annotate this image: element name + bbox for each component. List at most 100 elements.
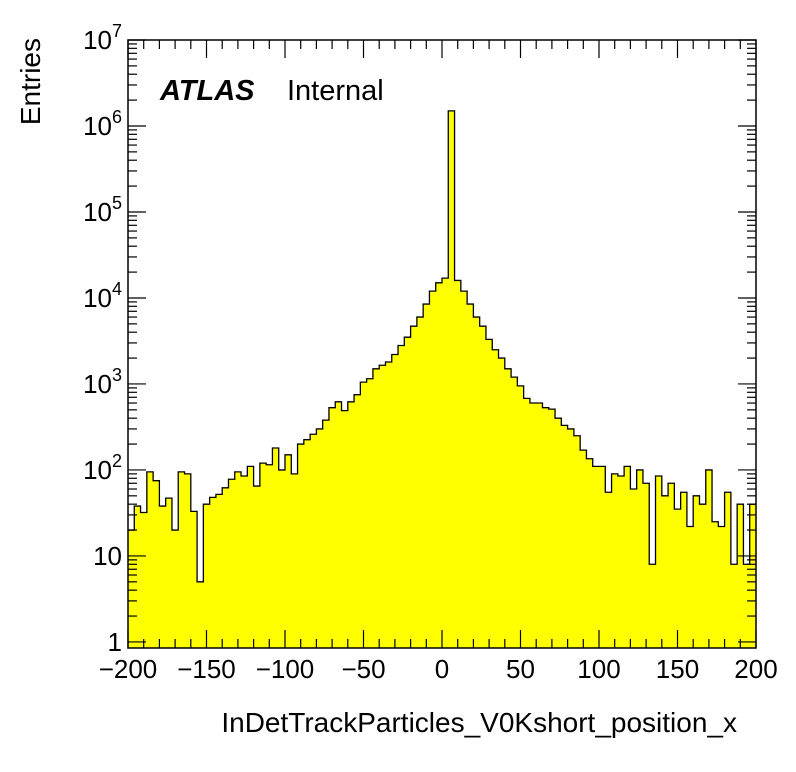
y-tick-label: 106: [83, 107, 122, 141]
histogram-bin: [573, 435, 581, 648]
histogram-bin: [737, 504, 744, 648]
histogram-bin: [485, 339, 493, 648]
histogram-bin: [630, 489, 638, 648]
x-axis-title: InDetTrackParticles_V0Kshort_position_x: [221, 707, 737, 738]
histogram-bin: [178, 471, 185, 648]
y-tick-label: 10: [93, 541, 122, 571]
histogram-bin: [153, 480, 160, 648]
histogram-bin: [517, 385, 525, 648]
histogram-bin: [423, 304, 430, 648]
histogram-bin: [617, 476, 625, 648]
histogram-bin: [749, 504, 757, 648]
histogram-bin: [712, 521, 719, 648]
histogram-bin: [448, 110, 455, 648]
histogram-bin: [278, 469, 286, 648]
y-tick-label: 103: [83, 365, 122, 399]
histogram-bin: [159, 506, 167, 648]
histogram-bin: [285, 454, 292, 648]
histogram-bin: [536, 403, 543, 648]
histogram-bin: [429, 291, 437, 648]
histogram-bin: [247, 466, 254, 648]
atlas-label: ATLAS: [159, 75, 255, 107]
histogram-bin: [442, 278, 449, 648]
axis-ticks: [127, 39, 757, 648]
histogram-bin: [379, 365, 386, 648]
y-tick-label: 1: [108, 627, 122, 657]
histogram-bin: [316, 428, 324, 648]
histogram-bin: [347, 401, 355, 648]
histogram-bin: [686, 526, 694, 648]
histogram-bin: [730, 564, 738, 648]
histogram-bin: [693, 495, 700, 648]
histogram-bars: [128, 110, 757, 648]
histogram-bin: [561, 425, 568, 648]
histogram-bin: [253, 486, 261, 648]
histogram-bin: [297, 444, 305, 648]
histogram-bin: [146, 471, 154, 648]
histogram-bin: [165, 498, 173, 648]
y-tick-label: 105: [83, 193, 122, 227]
histogram-bin: [360, 382, 368, 648]
histogram-bin: [435, 282, 443, 648]
histogram-bin: [599, 466, 606, 648]
x-tick-label: −150: [177, 654, 236, 684]
histogram-bin: [272, 447, 280, 648]
histogram-bin: [642, 483, 650, 648]
internal-label: Internal: [287, 75, 384, 107]
histogram-bin: [605, 492, 612, 648]
histogram-bin: [699, 504, 707, 648]
histogram-bin: [222, 487, 229, 648]
histogram-bin: [454, 280, 462, 648]
histogram-bin: [322, 420, 330, 648]
x-tick-label: 0: [435, 654, 449, 684]
histogram-bin: [140, 512, 148, 648]
histogram-bin: [511, 377, 518, 648]
y-tick-label: 107: [83, 21, 122, 55]
histogram-bin: [341, 410, 349, 648]
x-tick-label: 50: [506, 654, 535, 684]
histogram-bin: [241, 476, 248, 648]
histogram-bin: [391, 354, 399, 648]
histogram-bin: [310, 434, 317, 648]
histogram-bin: [266, 464, 273, 648]
histogram-bin: [416, 317, 424, 648]
histogram-bin: [335, 401, 342, 648]
histogram-bin: [718, 526, 725, 648]
x-tick-label: −100: [256, 654, 315, 684]
histogram-bin: [479, 326, 487, 648]
histogram-bin: [385, 362, 393, 648]
histogram-bin: [548, 409, 556, 648]
y-tick-label: 102: [83, 451, 122, 485]
histogram-bin: [705, 469, 713, 648]
histogram-bin: [398, 345, 405, 648]
histogram-bin: [492, 349, 499, 648]
histogram-bin: [680, 492, 688, 648]
y-axis-title: Entries: [15, 38, 46, 125]
histogram-bin: [228, 479, 236, 648]
histogram-bin: [171, 530, 179, 648]
histogram-bin: [724, 492, 732, 648]
histogram-bin: [498, 358, 506, 648]
histogram-bin: [354, 394, 361, 648]
histogram-bin: [567, 428, 575, 648]
histogram-bin: [291, 473, 298, 648]
histogram-bin: [328, 407, 336, 648]
histogram-bin: [592, 466, 600, 648]
histogram-bin: [460, 291, 468, 648]
histogram-bin: [743, 564, 751, 648]
histogram-bin: [611, 473, 619, 648]
histogram-bin: [467, 304, 474, 648]
histogram-bin: [504, 368, 512, 648]
histogram-bin: [209, 497, 217, 648]
histogram-bin: [580, 450, 587, 648]
x-tick-labels: −200 −150 −100 −50 0 50 100 150 200: [99, 654, 778, 684]
histogram-bin: [473, 317, 481, 648]
histogram-bin: [661, 495, 669, 648]
histogram-bin: [197, 581, 204, 648]
plot-frame: [127, 39, 757, 649]
histogram-bin: [303, 439, 311, 648]
histogram-bin: [203, 504, 211, 648]
histogram-bin: [542, 407, 550, 648]
histogram-bin: [410, 326, 418, 648]
x-tick-label: −200: [99, 654, 158, 684]
